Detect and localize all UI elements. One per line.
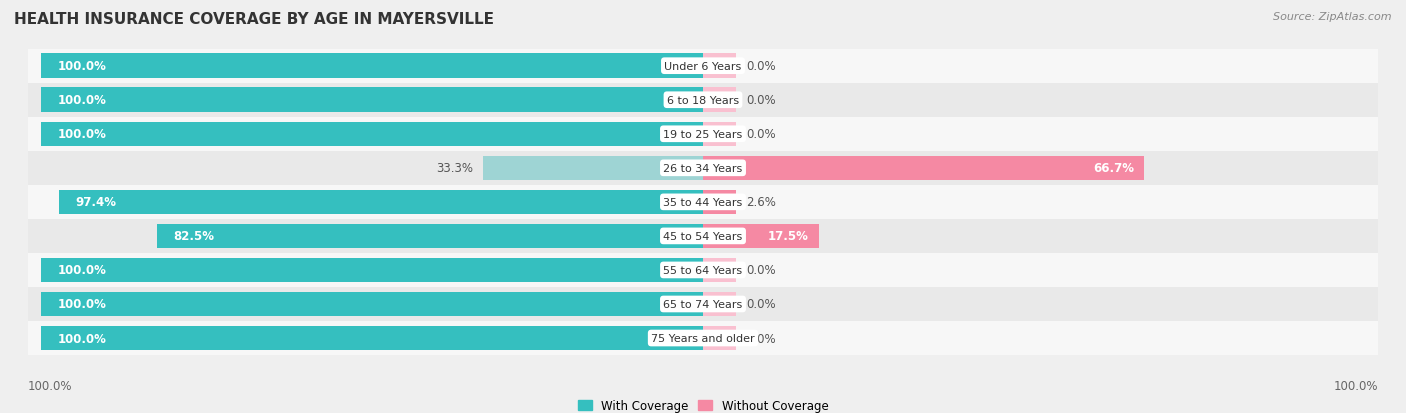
Bar	[28, 83, 1378, 117]
Text: 6 to 18 Years: 6 to 18 Years	[666, 95, 740, 105]
Bar	[703, 224, 818, 249]
Text: 82.5%: 82.5%	[174, 230, 215, 243]
Bar	[41, 55, 703, 79]
Text: 55 to 64 Years: 55 to 64 Years	[664, 265, 742, 275]
Bar	[41, 292, 703, 316]
Text: 19 to 25 Years: 19 to 25 Years	[664, 129, 742, 140]
Bar	[703, 258, 737, 282]
Bar	[28, 50, 1378, 83]
Bar	[41, 326, 703, 350]
Text: 100.0%: 100.0%	[58, 298, 107, 311]
Bar	[28, 253, 1378, 287]
Bar	[41, 258, 703, 282]
Text: 100.0%: 100.0%	[28, 379, 73, 392]
Text: 65 to 74 Years: 65 to 74 Years	[664, 299, 742, 309]
Text: 100.0%: 100.0%	[58, 128, 107, 141]
Bar	[41, 88, 703, 113]
Text: 0.0%: 0.0%	[747, 298, 776, 311]
Text: 100.0%: 100.0%	[58, 332, 107, 345]
Text: HEALTH INSURANCE COVERAGE BY AGE IN MAYERSVILLE: HEALTH INSURANCE COVERAGE BY AGE IN MAYE…	[14, 12, 494, 27]
Text: 0.0%: 0.0%	[747, 94, 776, 107]
Text: 0.0%: 0.0%	[747, 128, 776, 141]
Text: 100.0%: 100.0%	[58, 60, 107, 73]
Text: 0.0%: 0.0%	[747, 60, 776, 73]
Text: Under 6 Years: Under 6 Years	[665, 62, 741, 71]
Text: 0.0%: 0.0%	[747, 332, 776, 345]
Text: 33.3%: 33.3%	[436, 162, 472, 175]
Bar	[28, 185, 1378, 219]
Text: 35 to 44 Years: 35 to 44 Years	[664, 197, 742, 207]
Bar	[703, 292, 737, 316]
Bar	[703, 326, 737, 350]
Bar	[482, 156, 703, 180]
Text: 100.0%: 100.0%	[1333, 379, 1378, 392]
Legend: With Coverage, Without Coverage: With Coverage, Without Coverage	[572, 394, 834, 413]
Text: 100.0%: 100.0%	[58, 264, 107, 277]
Bar	[703, 55, 737, 79]
Bar	[28, 152, 1378, 185]
Bar	[28, 287, 1378, 321]
Text: 75 Years and older: 75 Years and older	[651, 333, 755, 343]
Text: 26 to 34 Years: 26 to 34 Years	[664, 164, 742, 173]
Bar	[28, 219, 1378, 253]
Bar	[28, 117, 1378, 152]
Bar	[41, 122, 703, 147]
Text: 17.5%: 17.5%	[768, 230, 808, 243]
Text: 97.4%: 97.4%	[75, 196, 117, 209]
Text: 66.7%: 66.7%	[1094, 162, 1135, 175]
Bar	[157, 224, 703, 249]
Bar	[703, 88, 737, 113]
Text: 45 to 54 Years: 45 to 54 Years	[664, 231, 742, 241]
Bar	[59, 190, 703, 215]
Text: Source: ZipAtlas.com: Source: ZipAtlas.com	[1274, 12, 1392, 22]
Bar	[703, 190, 737, 215]
Text: 2.6%: 2.6%	[747, 196, 776, 209]
Bar	[28, 321, 1378, 355]
Bar	[703, 156, 1144, 180]
Bar	[703, 122, 737, 147]
Text: 0.0%: 0.0%	[747, 264, 776, 277]
Text: 100.0%: 100.0%	[58, 94, 107, 107]
